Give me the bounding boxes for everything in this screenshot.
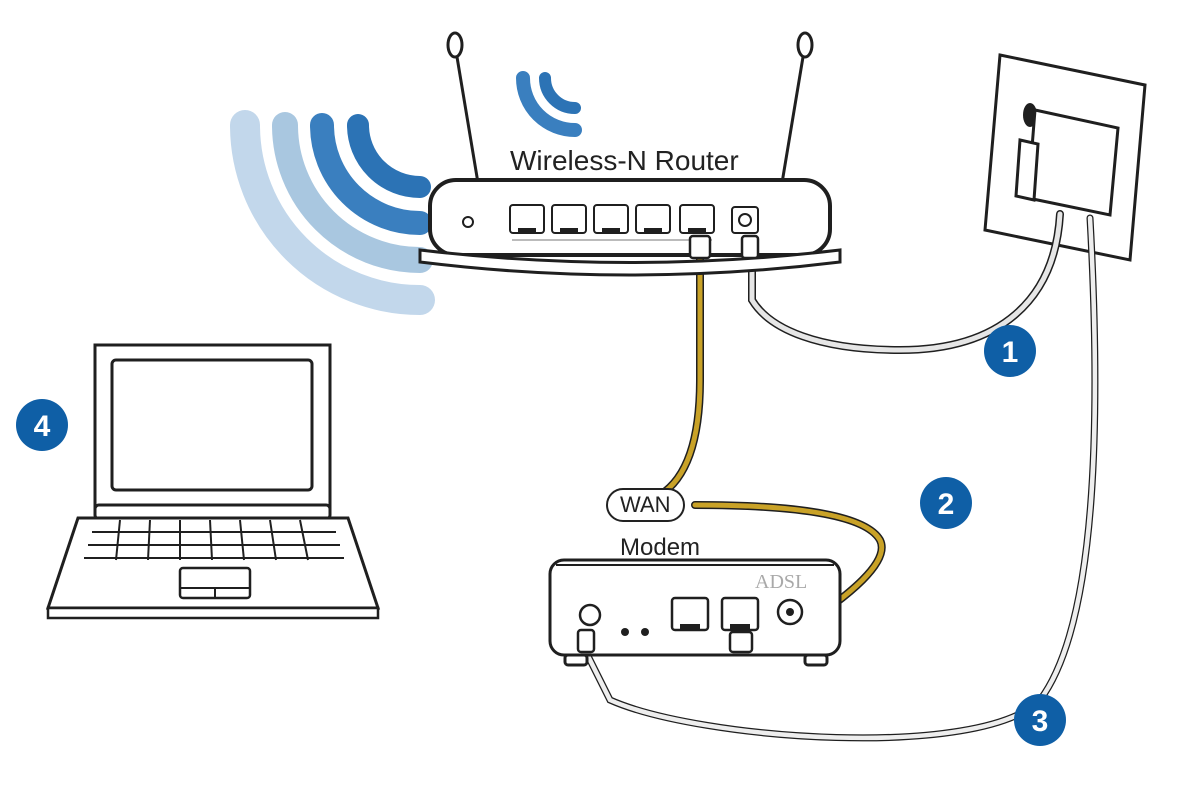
- diagram-canvas: 1 2 3 4 ADSL Wireless-N Router Modem WAN: [0, 0, 1200, 800]
- wifi-signal-small-icon: [523, 78, 575, 130]
- wan-pill: WAN: [606, 488, 685, 522]
- laptop-icon: [48, 345, 378, 618]
- scene-svg: 1 2 3 4 ADSL: [0, 0, 1200, 800]
- badge-1: 1: [984, 325, 1036, 377]
- router-label: Wireless-N Router: [510, 145, 739, 177]
- adsl-label: ADSL: [755, 571, 807, 593]
- wall-outlet-icon: [985, 55, 1145, 260]
- badge-4: 4: [16, 399, 68, 451]
- badge-2-text: 2: [938, 488, 955, 521]
- badge-3: 3: [1014, 694, 1066, 746]
- badge-1-text: 1: [1002, 336, 1019, 369]
- power-cable-modem: [585, 218, 1095, 738]
- badge-3-text: 3: [1032, 705, 1049, 738]
- badge-2: 2: [920, 477, 972, 529]
- badge-4-text: 4: [34, 410, 51, 443]
- modem-label: Modem: [620, 534, 700, 562]
- wifi-signal-large-icon: [245, 125, 420, 300]
